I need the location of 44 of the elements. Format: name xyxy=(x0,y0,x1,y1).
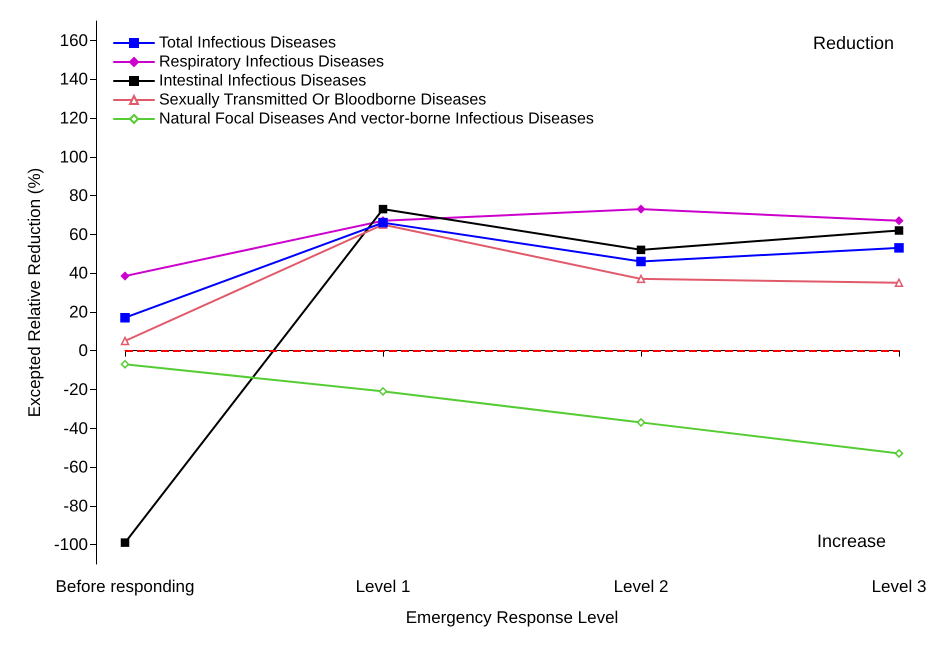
y-tick-label: 80 xyxy=(69,186,88,206)
point xyxy=(636,274,646,284)
point xyxy=(120,360,130,369)
point xyxy=(894,226,904,235)
point xyxy=(636,256,646,266)
legend-label: Total Infectious Diseases xyxy=(159,34,336,52)
y-tick-label: -60 xyxy=(63,458,88,477)
legend-label: Sexually Transmitted Or Bloodborne Diseases xyxy=(159,92,486,108)
y-tick-label: 60 xyxy=(69,224,88,244)
point xyxy=(894,216,904,225)
point xyxy=(120,336,130,346)
point xyxy=(636,418,646,427)
y-tick-label: 140 xyxy=(60,70,88,89)
x-axis-title: Emergency Response Level xyxy=(406,608,618,627)
legend-label: Respiratory Infectious Diseases xyxy=(159,54,384,70)
y-tick-label: 100 xyxy=(60,147,88,166)
y-tick-label: -40 xyxy=(63,418,88,438)
point xyxy=(894,449,904,458)
annotation: Reduction xyxy=(812,33,894,53)
x-tick-label: Level 2 xyxy=(614,577,668,596)
point xyxy=(378,387,388,396)
y-tick-label: 120 xyxy=(60,108,88,128)
y-axis-title: Excepted Relative Reduction (%) xyxy=(25,168,44,418)
point xyxy=(636,246,646,254)
y-tick-label: -20 xyxy=(63,380,88,399)
point xyxy=(120,272,130,280)
x-tick-label: Before responding xyxy=(56,577,194,596)
point xyxy=(894,243,904,253)
point xyxy=(120,312,130,322)
x-tick-label: Level 3 xyxy=(872,577,926,596)
point xyxy=(120,538,130,547)
y-tick-label: 40 xyxy=(69,264,88,283)
point xyxy=(636,204,646,214)
point xyxy=(894,278,904,288)
annotation: Increase xyxy=(816,531,886,551)
y-tick-label: -80 xyxy=(63,496,88,516)
y-tick-label: 0 xyxy=(78,341,88,360)
y-tick-label: 20 xyxy=(69,302,88,322)
x-tick-label: Level 1 xyxy=(356,577,410,596)
point xyxy=(378,204,388,214)
legend-label: Natural Focal Diseases And vector-borne Infectious Diseases xyxy=(159,110,594,128)
legend-label: Intestinal Infectious Diseases xyxy=(159,72,366,90)
y-tick-label: -100 xyxy=(54,535,88,554)
y-tick-label: 160 xyxy=(60,30,88,50)
